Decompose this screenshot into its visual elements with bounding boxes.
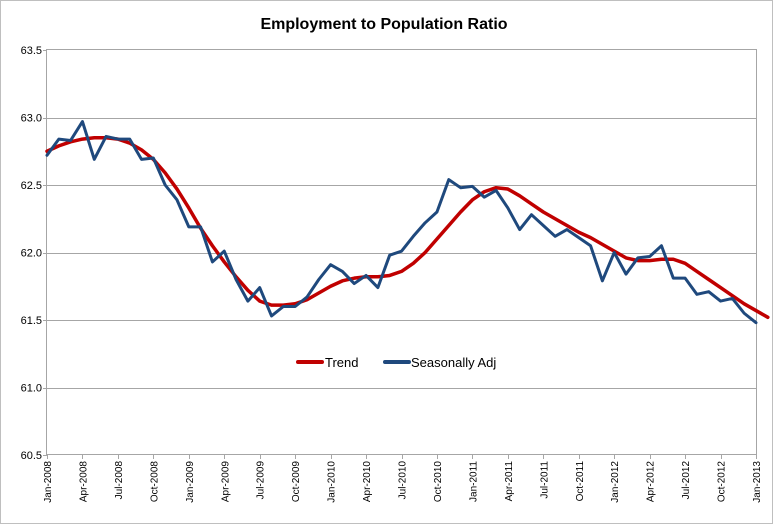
x-tick-label: Oct-2011	[575, 461, 586, 502]
y-tick-label: 61.0	[21, 383, 42, 395]
x-tick-label: Apr-2010	[362, 461, 373, 503]
x-tick-label: Jul-2009	[256, 461, 267, 500]
y-tick-label: 62.5	[21, 180, 42, 192]
chart-title: Employment to Population Ratio	[260, 16, 507, 33]
y-tick-label: 61.5	[21, 315, 42, 327]
x-tick-label: Oct-2010	[433, 461, 444, 503]
x-tick-label: Apr-2009	[220, 461, 231, 503]
x-tick-label: Jan-2008	[43, 461, 54, 503]
x-tick-label: Jan-2012	[610, 461, 621, 503]
y-tick-label: 63.5	[21, 45, 42, 57]
y-tick-label: 60.5	[21, 450, 42, 462]
x-tick-label: Apr-2012	[646, 461, 657, 503]
x-axis-tick-labels: Jan-2008 Apr-2008 Jul-2008 Oct-2008 Jan-2009…	[43, 461, 763, 503]
trend-series-line	[45, 136, 770, 320]
y-tick-label: 62.0	[21, 248, 42, 260]
seasonally-adj-series-line	[45, 120, 758, 325]
x-tick-label: Oct-2012	[717, 461, 728, 503]
x-tick-label: Jan-2009	[185, 461, 196, 503]
legend-seasonally-adj-label: Seasonally Adj	[411, 355, 496, 370]
series-lines	[45, 120, 770, 325]
x-tick-label: Jul-2011	[539, 461, 550, 499]
x-tick-label: Apr-2008	[78, 461, 89, 503]
x-tick-label: Jul-2010	[398, 461, 409, 500]
x-tick-label: Oct-2009	[291, 461, 302, 503]
legend-trend-label: Trend	[325, 355, 358, 370]
x-tick-label: Jan-2010	[327, 461, 338, 503]
legend: Trend Seasonally Adj	[296, 355, 496, 370]
x-tick-label: Jul-2008	[114, 461, 125, 500]
x-tick-label: Oct-2008	[149, 461, 160, 503]
plot-area	[46, 49, 757, 455]
x-tick-label: Jan-2013	[752, 461, 763, 503]
y-axis-tick-labels: 60.5 61.0 61.5 62.0 62.5 63.0 63.5	[21, 45, 42, 462]
x-tick-label: Jul-2012	[681, 461, 692, 500]
x-tick-label: Jan-2011	[468, 461, 479, 502]
y-tick-label: 63.0	[21, 113, 42, 125]
x-tick-label: Apr-2011	[504, 461, 515, 502]
